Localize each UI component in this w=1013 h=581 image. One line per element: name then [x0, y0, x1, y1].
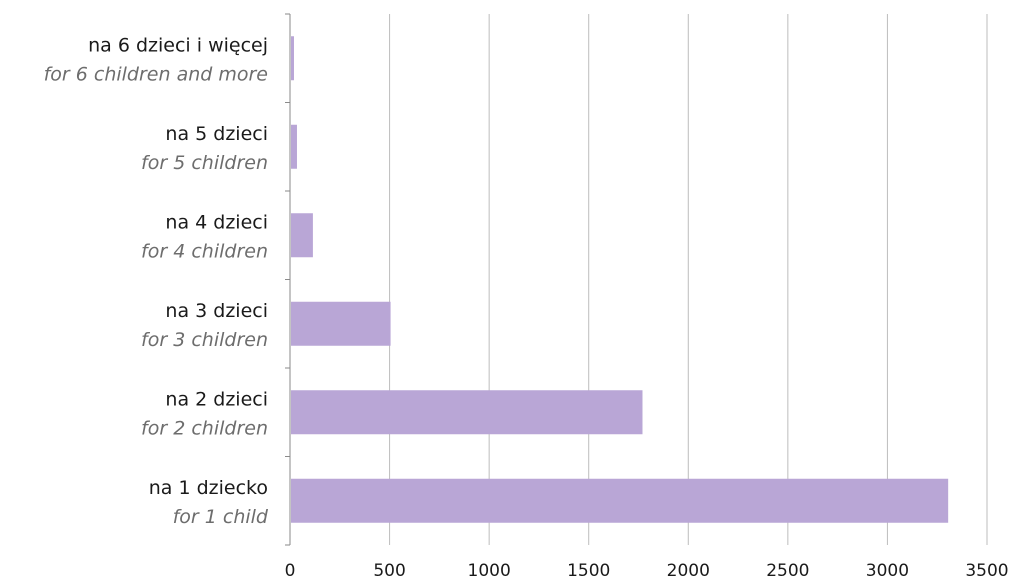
category-label-pl: na 6 dzieci i więcej	[88, 34, 268, 56]
x-tick-label: 2500	[766, 561, 809, 581]
x-tick-label: 1000	[468, 561, 511, 581]
bar	[291, 213, 313, 258]
x-tick-label: 3000	[866, 561, 909, 581]
category-label-pl: na 2 dzieci	[165, 388, 268, 410]
bar	[291, 301, 391, 346]
bar	[291, 36, 294, 81]
bar	[291, 124, 297, 169]
category-label-en: for 5 children	[141, 152, 268, 174]
x-tick-labels: 0 500 1000 1500 2000 2500 3000 3500	[285, 561, 1009, 581]
category-labels: na 1 dziecko for 1 child na 2 dzieci for 2 …	[44, 34, 269, 528]
category-label-en: for 6 children and more	[44, 63, 268, 85]
category-label-en: for 3 children	[141, 329, 268, 351]
category-label-pl: na 4 dzieci	[165, 211, 268, 233]
bar	[291, 478, 949, 523]
gridlines	[389, 14, 988, 545]
category-label-en: for 4 children	[141, 240, 268, 262]
x-tick-label: 0	[285, 561, 296, 581]
category-label-en: for 1 child	[173, 506, 269, 528]
category-label-pl: na 3 dzieci	[165, 300, 268, 322]
axes	[285, 13, 291, 546]
x-tick-label: 2000	[667, 561, 710, 581]
category-label-en: for 2 children	[141, 417, 268, 439]
category-label-pl: na 5 dzieci	[165, 123, 268, 145]
bar	[291, 390, 643, 435]
x-tick-label: 500	[373, 561, 405, 581]
x-tick-label: 1500	[567, 561, 610, 581]
category-label-pl: na 1 dziecko	[149, 477, 268, 499]
x-tick-label: 3500	[965, 561, 1008, 581]
bars	[291, 36, 949, 523]
